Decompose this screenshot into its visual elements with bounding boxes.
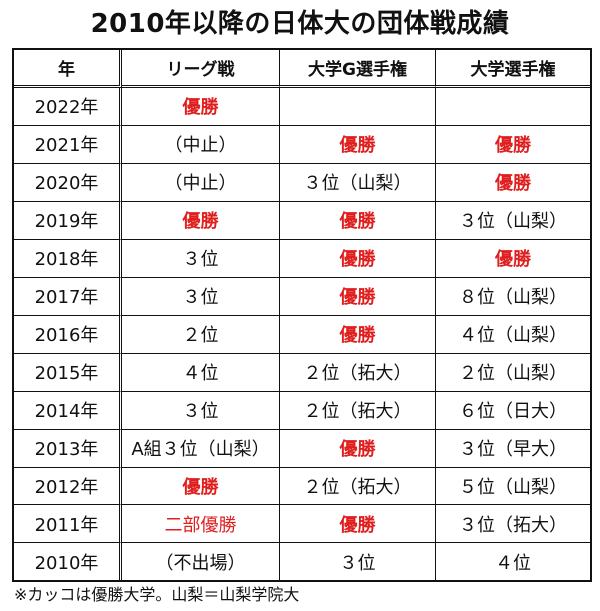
group-championship-result-cell: 優勝 <box>280 429 436 468</box>
group-championship-result-cell: 優勝 <box>280 125 436 164</box>
university-championship-result-cell: 優勝 <box>436 164 590 202</box>
university-championship-result-cell: ３位（拓大） <box>436 505 590 544</box>
table-row: 2020年 （中止） ３位（山梨） 優勝 <box>14 163 590 202</box>
university-championship-result-cell: ５位（山梨） <box>436 468 590 506</box>
league-result-cell: ３位 <box>122 239 280 278</box>
league-result-cell: 優勝 <box>122 88 280 126</box>
year-cell: 2012年 <box>14 467 122 506</box>
footnote: ※カッコは優勝大学。山梨＝山梨学院大 <box>14 585 300 604</box>
page-title: 2010年以降の日体大の団体戦成績 <box>90 9 510 39</box>
group-championship-result-cell: 優勝 <box>280 315 436 354</box>
university-championship-result-cell: ２位（山梨） <box>436 354 590 392</box>
group-championship-result-cell: 優勝 <box>280 201 436 240</box>
table-row: 2014年 ３位 ２位（拓大） ６位（日大） <box>14 391 590 430</box>
table-row: 2022年 優勝 <box>14 88 590 126</box>
column-header-year: 年 <box>14 50 122 88</box>
university-championship-result-cell: ４位（山梨） <box>436 316 590 354</box>
university-championship-result-cell: ３位（早大） <box>436 430 590 468</box>
year-cell: 2022年 <box>14 88 122 126</box>
table-row: 2017年 ３位 優勝 ８位（山梨） <box>14 277 590 316</box>
group-championship-result-cell: ２位（拓大） <box>280 467 436 506</box>
league-result-cell: ３位 <box>122 391 280 430</box>
group-championship-result-cell: ２位（拓大） <box>280 353 436 392</box>
group-championship-result-cell <box>280 88 436 126</box>
table-row: 2011年 二部優勝 優勝 ３位（拓大） <box>14 505 590 544</box>
league-result-cell: 二部優勝 <box>122 505 280 544</box>
year-cell: 2011年 <box>14 505 122 544</box>
table-row: 2012年 優勝 ２位（拓大） ５位（山梨） <box>14 467 590 506</box>
university-championship-result-cell: 優勝 <box>436 126 590 164</box>
university-championship-result-cell <box>436 88 590 126</box>
league-result-cell: 優勝 <box>122 467 280 506</box>
year-cell: 2014年 <box>14 391 122 430</box>
results-table: 年 リーグ戦 大学G選手権 大学選手権 2022年 優勝 2021年 （中止） 優勝 優勝… <box>12 48 592 582</box>
group-championship-result-cell: 優勝 <box>280 239 436 278</box>
league-result-cell: 優勝 <box>122 201 280 240</box>
column-header-league: リーグ戦 <box>122 50 280 88</box>
league-result-cell: （不出場） <box>122 543 280 580</box>
year-cell: 2020年 <box>14 163 122 202</box>
column-header-university-championship: 大学選手権 <box>436 50 590 88</box>
league-result-cell: （中止） <box>122 125 280 164</box>
league-result-cell: ２位 <box>122 315 280 354</box>
year-cell: 2018年 <box>14 239 122 278</box>
year-cell: 2019年 <box>14 201 122 240</box>
university-championship-result-cell: ４位 <box>495 552 531 574</box>
league-result-cell: A組３位（山梨） <box>122 429 280 468</box>
year-cell: 2016年 <box>14 315 122 354</box>
group-championship-result-cell: 優勝 <box>280 505 436 544</box>
league-result-cell: （中止） <box>122 163 280 202</box>
table-row: 2018年 ３位 優勝 優勝 <box>14 239 590 278</box>
university-championship-result-cell: 優勝 <box>436 240 590 278</box>
group-championship-result-cell: ２位（拓大） <box>280 391 436 430</box>
results-body: 2022年 優勝 2021年 （中止） 優勝 優勝 2020年 （中止） ３位（山梨） 優勝 201… <box>14 88 590 580</box>
table-row: 2010年 （不出場） ３位 ４位 <box>14 543 590 580</box>
header-row: 年 リーグ戦 大学G選手権 大学選手権 <box>14 50 590 88</box>
column-header-group-championship: 大学G選手権 <box>280 50 436 88</box>
university-championship-result-cell: ６位（日大） <box>436 392 590 430</box>
league-result-cell: ４位 <box>122 353 280 392</box>
group-championship-result-cell: 優勝 <box>280 277 436 316</box>
table-row: 2013年 A組３位（山梨） 優勝 ３位（早大） <box>14 429 590 468</box>
table-row: 2016年 ２位 優勝 ４位（山梨） <box>14 315 590 354</box>
year-cell: 2015年 <box>14 353 122 392</box>
year-cell: 2021年 <box>14 125 122 164</box>
year-cell: 2013年 <box>14 429 122 468</box>
group-championship-result-cell: ３位 <box>280 543 436 580</box>
university-championship-result-cell: ３位（山梨） <box>436 202 590 240</box>
league-result-cell: ３位 <box>122 277 280 316</box>
year-cell: 2010年 <box>14 543 122 580</box>
results-table-container: 年 リーグ戦 大学G選手権 大学選手権 2022年 優勝 2021年 （中止） 優勝 優勝… <box>12 48 592 582</box>
table-row: 2021年 （中止） 優勝 優勝 <box>14 125 590 164</box>
university-championship-result-cell: ８位（山梨） <box>436 278 590 316</box>
group-championship-result-cell: ３位（山梨） <box>280 163 436 202</box>
year-cell: 2017年 <box>14 277 122 316</box>
table-row: 2015年 ４位 ２位（拓大） ２位（山梨） <box>14 353 590 392</box>
table-row: 2019年 優勝 優勝 ３位（山梨） <box>14 201 590 240</box>
